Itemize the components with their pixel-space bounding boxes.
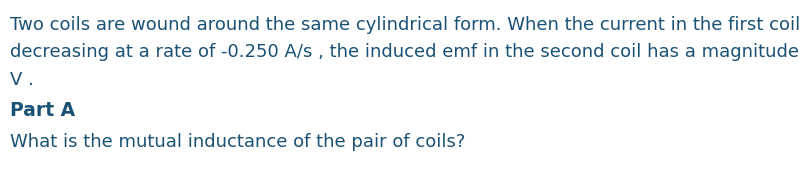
Text: V .: V .: [10, 71, 34, 89]
Text: decreasing at a rate of -0.250 A/s , the induced emf in the second coil has a ma: decreasing at a rate of -0.250 A/s , the…: [10, 43, 803, 61]
Text: What is the mutual inductance of the pair of coils?: What is the mutual inductance of the pai…: [10, 133, 465, 151]
Text: Part A: Part A: [10, 101, 75, 120]
Text: Two coils are wound around the same cylindrical form. When the current in the fi: Two coils are wound around the same cyli…: [10, 16, 803, 34]
